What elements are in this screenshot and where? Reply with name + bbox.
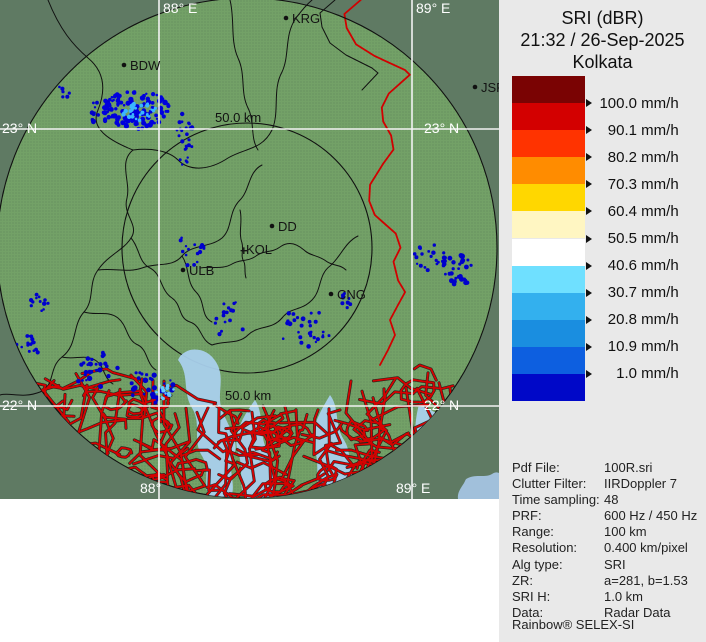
svg-text:23° N: 23° N: [424, 120, 459, 136]
svg-text:22° N: 22° N: [424, 397, 459, 413]
svg-text:CNG: CNG: [337, 287, 366, 302]
svg-text:88°: 88°: [140, 480, 161, 496]
svg-text:88° E: 88° E: [163, 0, 197, 16]
svg-text:50.0 km: 50.0 km: [225, 388, 271, 403]
svg-text:ULB: ULB: [189, 263, 214, 278]
svg-text:89° E: 89° E: [416, 0, 450, 16]
svg-text:BDW: BDW: [130, 58, 161, 73]
svg-text:23° N: 23° N: [2, 120, 37, 136]
svg-text:22° N: 22° N: [2, 397, 37, 413]
svg-text:JSR: JSR: [481, 80, 499, 95]
svg-text:KRG: KRG: [292, 11, 320, 26]
svg-text:89° E: 89° E: [396, 480, 430, 496]
svg-text:DD: DD: [278, 219, 297, 234]
svg-text:KOL: KOL: [246, 242, 272, 257]
svg-text:50.0 km: 50.0 km: [215, 110, 261, 125]
